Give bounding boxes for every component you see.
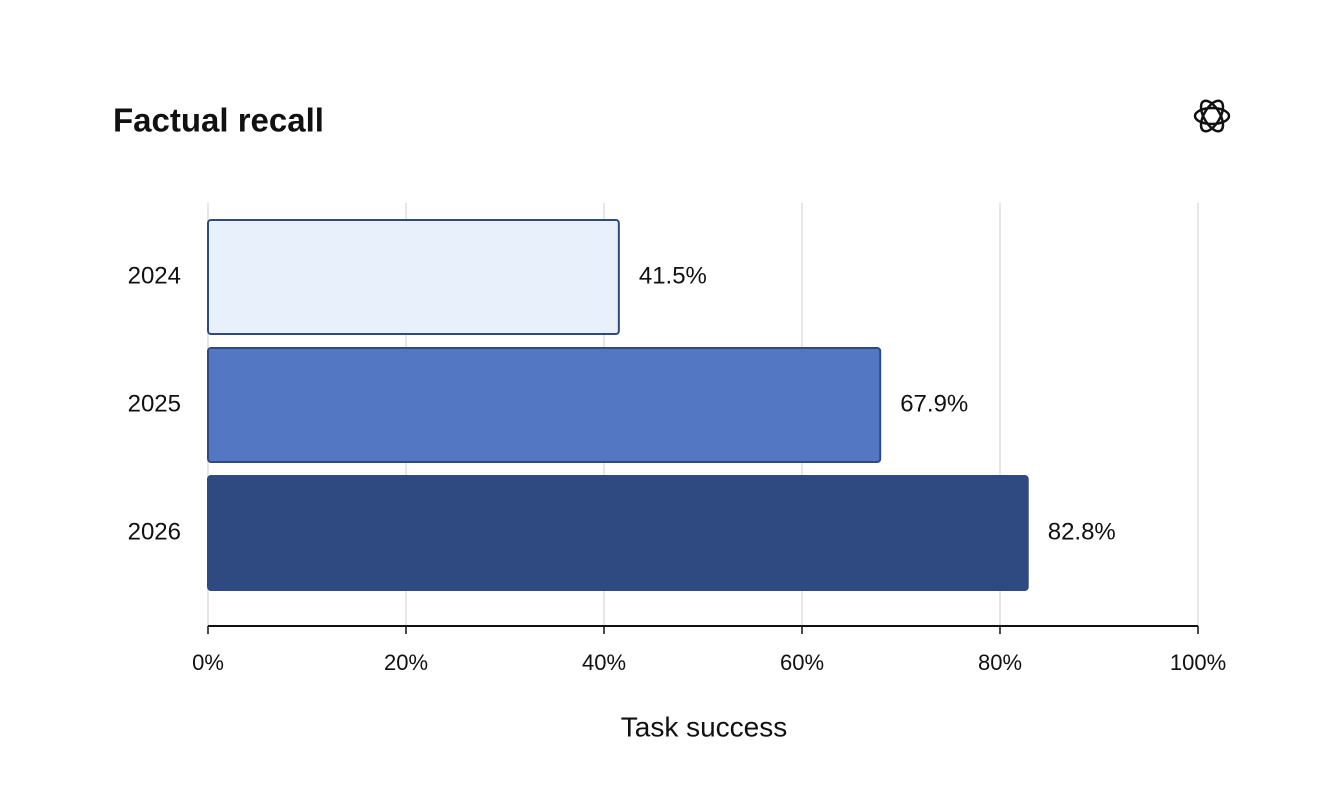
x-axis-title: Task success — [621, 711, 788, 742]
x-tick-label: 40% — [582, 650, 626, 675]
logo — [1193, 99, 1231, 133]
chart-title: Factual recall — [113, 102, 324, 139]
x-tick-label: 80% — [978, 650, 1022, 675]
x-tick-label: 0% — [192, 650, 224, 675]
bar — [207, 219, 620, 335]
x-tick-label: 100% — [1170, 650, 1226, 675]
bar — [207, 347, 882, 463]
x-tick-label: 20% — [384, 650, 428, 675]
bar — [207, 475, 1029, 591]
value-label: 82.8% — [1048, 518, 1116, 545]
x-tick-label: 60% — [780, 650, 824, 675]
y-tick-label: 2025 — [128, 390, 181, 417]
y-tick-label: 2026 — [128, 518, 181, 545]
value-label: 41.5% — [639, 262, 707, 289]
y-tick-label: 2024 — [128, 262, 181, 289]
value-label: 67.9% — [900, 390, 968, 417]
